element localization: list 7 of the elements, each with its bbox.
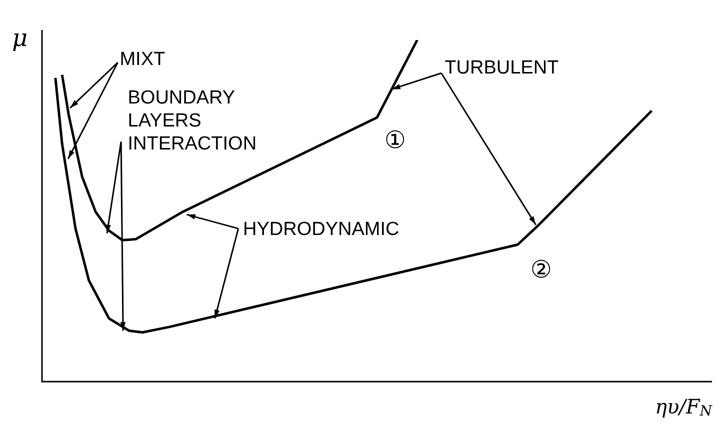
annotation: BOUNDARY LAYERS INTERACTION bbox=[128, 88, 257, 155]
annotation: MIXT bbox=[120, 49, 166, 70]
y-axis-title: μ bbox=[12, 24, 28, 52]
annotation: HYDRODYNAMIC bbox=[243, 218, 400, 240]
annotation: TURBULENT bbox=[444, 58, 560, 79]
series-label: ② bbox=[530, 256, 552, 284]
series-label: ① bbox=[384, 126, 406, 154]
